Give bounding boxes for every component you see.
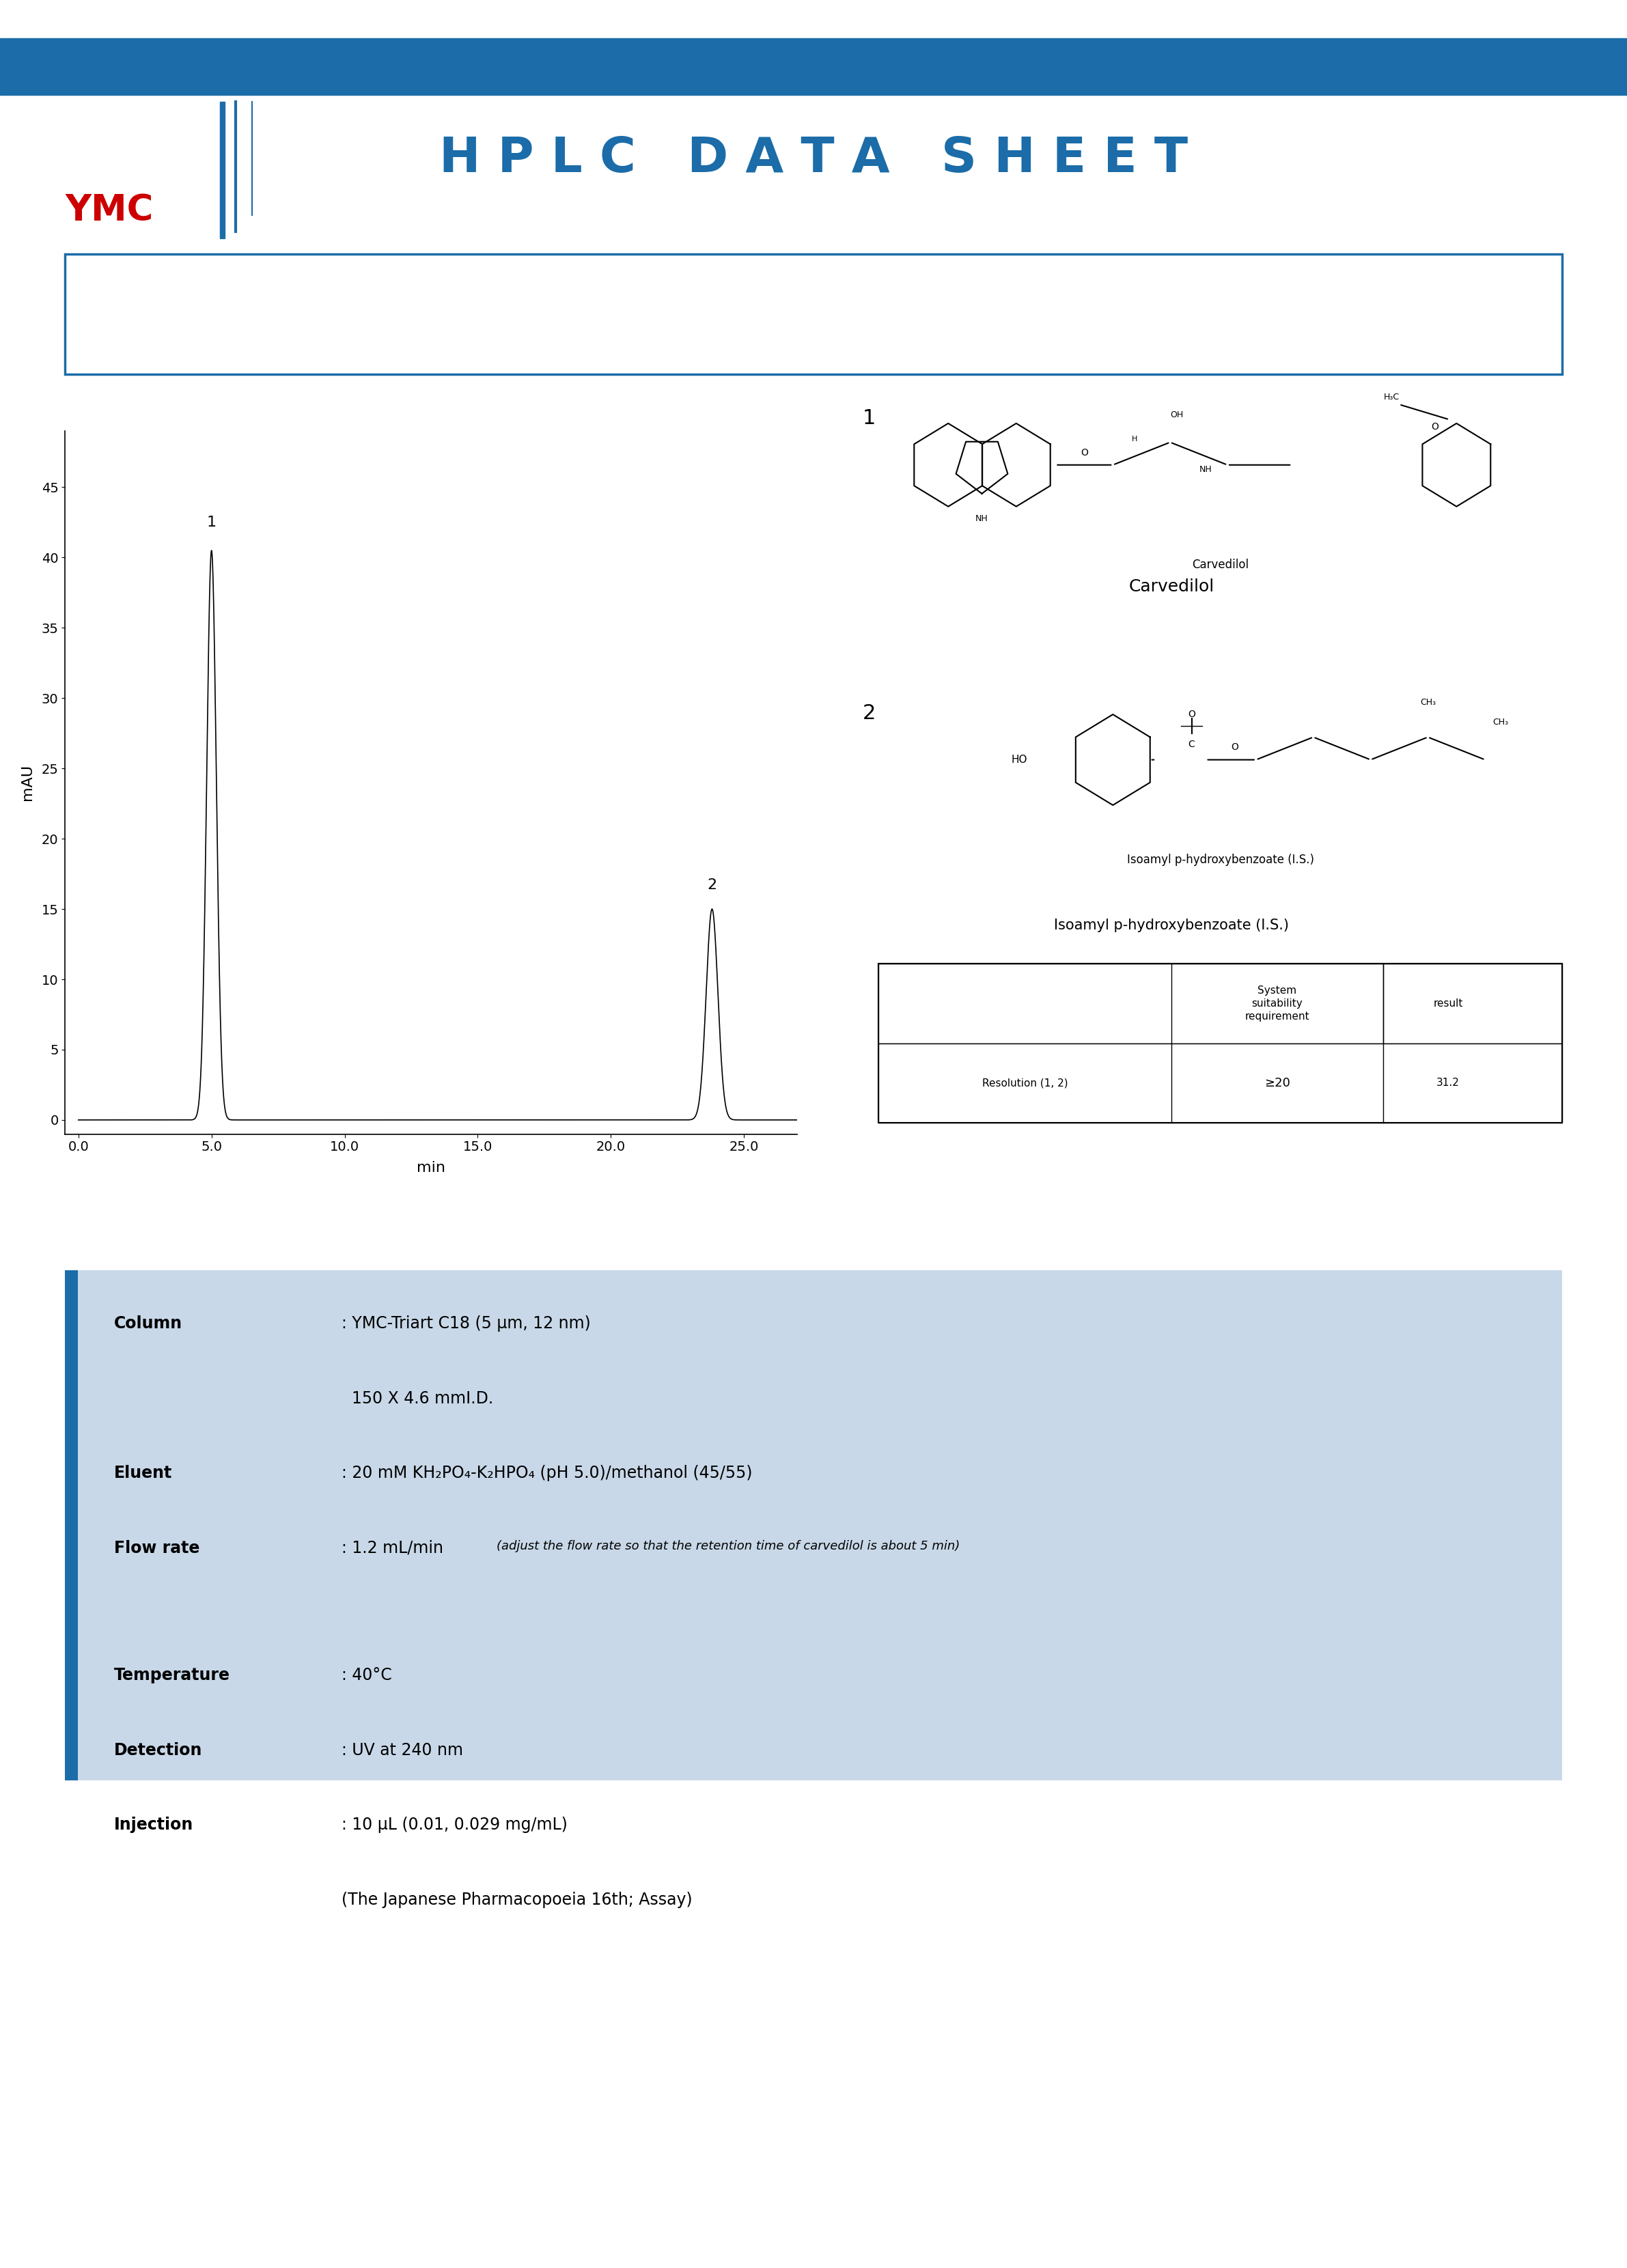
Text: YMC: YMC (65, 193, 153, 229)
Text: Flow rate: Flow rate (114, 1540, 200, 1556)
Text: : UV at 240 nm: : UV at 240 nm (342, 1742, 464, 1758)
Text: CH₃: CH₃ (1420, 699, 1435, 708)
Bar (65, 1270, 1562, 1780)
Text: O: O (1188, 710, 1196, 719)
Text: Carvedilol Tablets: Carvedilol Tablets (98, 327, 308, 347)
Text: (adjust the flow rate so that the retention time of carvedilol is about 5 min): (adjust the flow rate so that the retent… (496, 1540, 960, 1551)
Text: 1: 1 (207, 515, 216, 528)
Text: System
suitability
requirement: System suitability requirement (1245, 987, 1310, 1021)
Text: H₃C: H₃C (1383, 392, 1399, 401)
Text: Isoamyl p-hydroxybenzoate (I.S.): Isoamyl p-hydroxybenzoate (I.S.) (1054, 919, 1289, 932)
Text: : 20 mM KH₂PO₄-K₂HPO₄ (pH 5.0)/methanol (45/55): : 20 mM KH₂PO₄-K₂HPO₄ (pH 5.0)/methanol … (342, 1465, 753, 1481)
Text: Resolution (1, 2): Resolution (1, 2) (983, 1077, 1067, 1089)
Text: : 1.2 mL/min: : 1.2 mL/min (342, 1540, 444, 1556)
Text: O: O (1080, 447, 1088, 458)
Text: Temperature: Temperature (114, 1667, 229, 1683)
FancyBboxPatch shape (65, 254, 1562, 374)
Text: 2: 2 (708, 878, 718, 891)
Text: H P L C   D A T A   S H E E T: H P L C D A T A S H E E T (439, 136, 1188, 181)
Text: NH: NH (976, 515, 988, 524)
Text: HO: HO (1010, 755, 1027, 764)
Text: H: H (1131, 435, 1137, 442)
Text: : YMC-Triart C18 (5 μm, 12 nm): : YMC-Triart C18 (5 μm, 12 nm) (342, 1315, 591, 1331)
Text: Carvedilol: Carvedilol (1129, 578, 1214, 594)
Bar (0, 39, 1627, 95)
Text: OH: OH (1170, 411, 1183, 420)
Bar (879, 964, 1562, 1043)
Bar (220, 102, 225, 238)
Text: O: O (1432, 422, 1438, 431)
Text: Column: Column (114, 1315, 182, 1331)
Bar (879, 964, 1383, 1043)
Text: Injection: Injection (114, 1817, 194, 1833)
Text: U110710A: U110710A (1440, 340, 1529, 356)
Text: 1: 1 (862, 408, 875, 429)
Bar (879, 964, 1562, 1123)
Bar (879, 1043, 1562, 1123)
Text: result: result (1433, 998, 1463, 1009)
Text: Isoamyl p-hydroxybenzoate (I.S.): Isoamyl p-hydroxybenzoate (I.S.) (1126, 853, 1315, 866)
Text: C: C (1188, 739, 1194, 748)
Text: カルベジロール錢: カルベジロール錢 (98, 277, 216, 299)
Text: NH: NH (1199, 465, 1212, 474)
Text: Eluent: Eluent (114, 1465, 172, 1481)
Text: O: O (1232, 742, 1238, 753)
Text: Detection: Detection (114, 1742, 202, 1758)
Text: (The Japanese Pharmacopoeia 16th; Assay): (The Japanese Pharmacopoeia 16th; Assay) (342, 1892, 693, 1907)
Text: Carvedilol: Carvedilol (1193, 558, 1248, 572)
Text: SEPARATION TECHNOLOGY: SEPARATION TECHNOLOGY (65, 265, 171, 272)
Y-axis label: mAU: mAU (20, 764, 34, 801)
Text: 150 X 4.6 mmI.D.: 150 X 4.6 mmI.D. (342, 1390, 493, 1406)
Text: : 10 μL (0.01, 0.029 mg/mL): : 10 μL (0.01, 0.029 mg/mL) (342, 1817, 568, 1833)
X-axis label: min: min (417, 1161, 446, 1175)
Text: 31.2: 31.2 (1437, 1077, 1459, 1089)
Bar (65, 1270, 78, 1780)
Text: : 40°C: : 40°C (342, 1667, 392, 1683)
Text: CH₃: CH₃ (1492, 717, 1508, 726)
Text: ≥20: ≥20 (1264, 1077, 1290, 1089)
Text: 2: 2 (862, 703, 875, 723)
